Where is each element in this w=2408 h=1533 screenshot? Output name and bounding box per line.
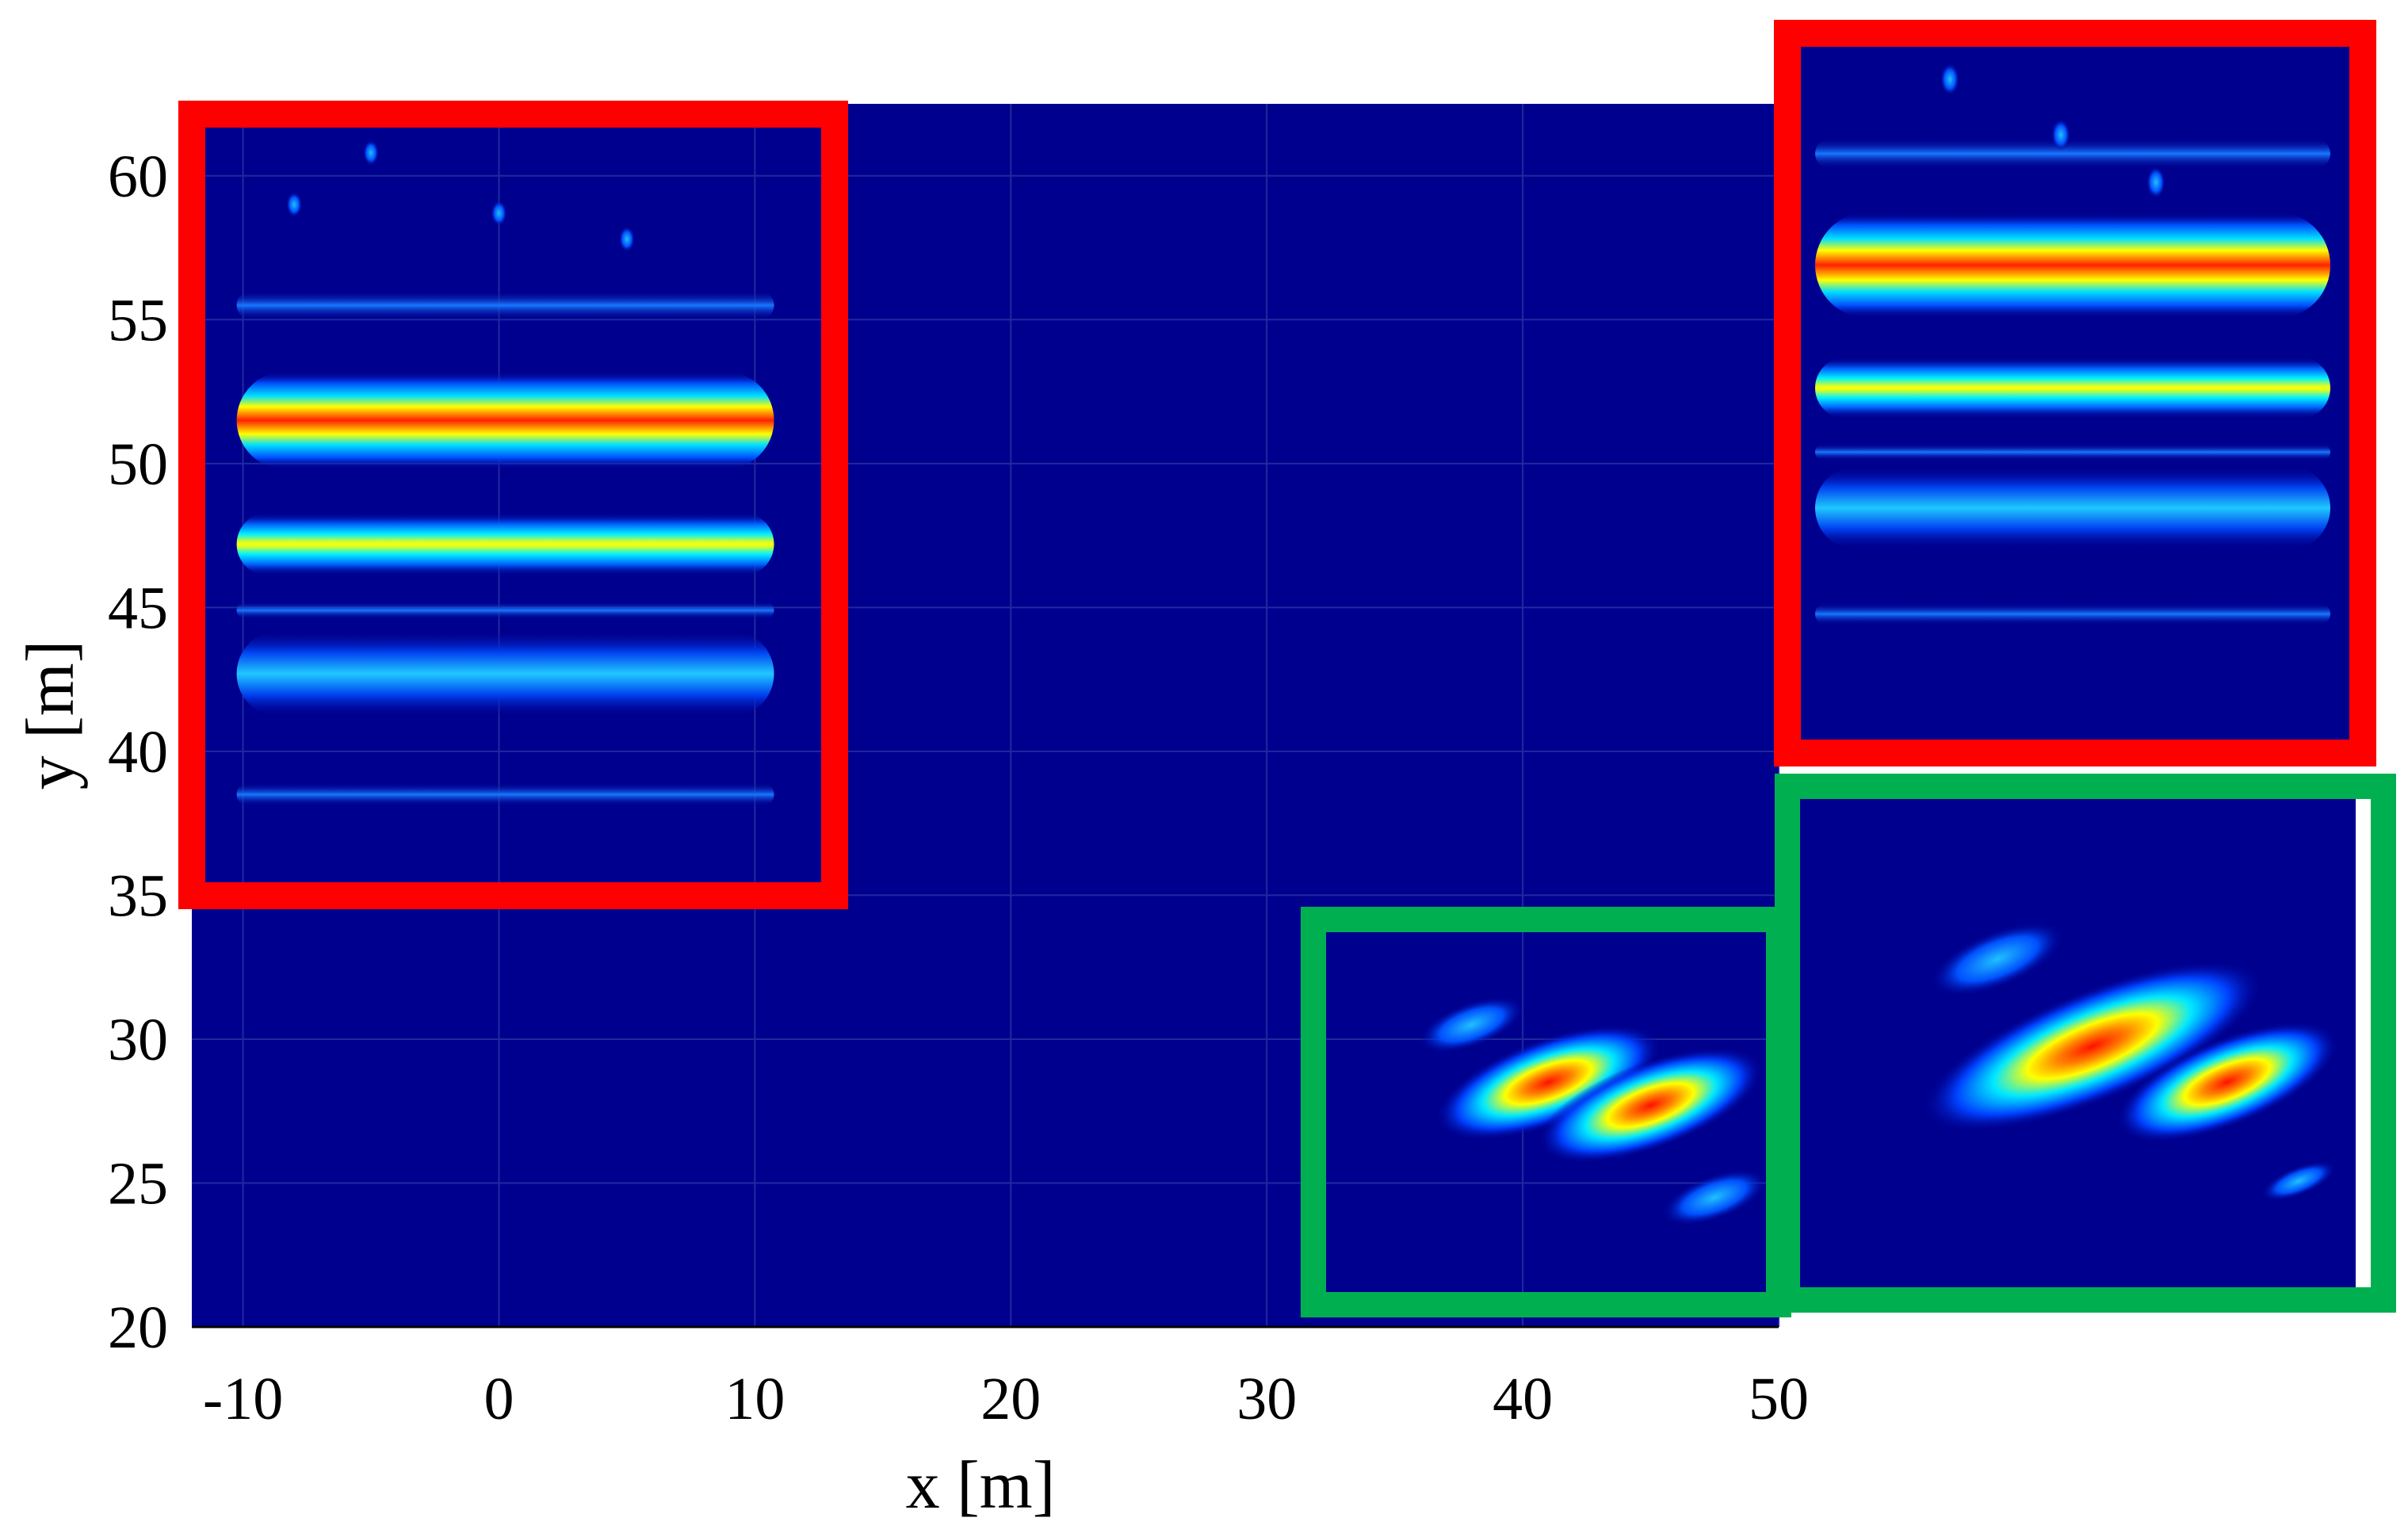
y-tick-label: 35	[108, 862, 168, 929]
x-tick-label: 10	[724, 1366, 785, 1432]
vehicle-zoom-inset	[1780, 786, 2356, 1292]
echo-speckle	[286, 192, 303, 218]
building-region-frame	[178, 101, 848, 909]
echo-band	[236, 602, 774, 619]
y-tick-labels: 20 25 30 35 40 45 50 55 60	[108, 143, 168, 1361]
echo-speckle	[1940, 63, 1959, 95]
echo-speckle	[491, 200, 507, 226]
echo-blob	[1661, 1169, 1768, 1226]
y-tick-label: 60	[108, 143, 168, 210]
echo-speckle	[363, 140, 380, 166]
x-tick-label: 40	[1493, 1366, 1553, 1432]
echo-band	[236, 630, 774, 717]
x-tick-label: 50	[1749, 1366, 1809, 1432]
echo-band	[236, 782, 774, 806]
echo-band	[1815, 466, 2330, 550]
building-echo-heatmap	[236, 140, 774, 806]
plot-area	[192, 104, 1779, 1328]
echo-band	[236, 371, 774, 470]
echo-band	[1815, 443, 2330, 461]
y-tick-label: 30	[108, 1007, 168, 1073]
y-tick-label: 25	[108, 1150, 168, 1217]
echo-blob	[1419, 996, 1524, 1053]
echo-band	[236, 512, 774, 576]
echo-blob	[1930, 922, 2065, 996]
vehicle-inset-frame	[1775, 774, 2396, 1313]
building-zoom-inset	[1780, 33, 2356, 753]
x-tick-label: 0	[484, 1366, 514, 1432]
echo-blob	[2261, 1160, 2336, 1202]
echo-speckle	[2146, 166, 2165, 198]
x-tick-label: 20	[980, 1366, 1041, 1432]
echo-band	[1815, 357, 2330, 419]
y-tick-label: 20	[108, 1294, 168, 1361]
y-tick-label: 40	[108, 719, 168, 786]
echo-band	[1815, 138, 2330, 170]
y-tick-label: 50	[108, 431, 168, 498]
vehicle-echo-zoomed	[1922, 922, 2339, 1202]
echo-blob	[1922, 961, 2263, 1132]
echo-speckle	[618, 226, 635, 252]
echo-speckle	[2051, 119, 2070, 151]
echo-blob	[2116, 1022, 2339, 1142]
y-tick-label: 45	[108, 575, 168, 641]
x-tick-label: 30	[1236, 1366, 1297, 1432]
x-tick-labels: -10 0 10 20 30 40 50	[203, 1366, 1809, 1432]
echo-band	[236, 290, 774, 320]
y-axis-label: y [m]	[12, 640, 88, 790]
echo-blob	[1538, 1047, 1764, 1164]
vehicle-echo-heatmap	[1419, 996, 1768, 1226]
building-inset-frame	[1774, 20, 2376, 766]
x-axis-label: x [m]	[906, 1447, 1056, 1523]
highlight-frames	[178, 20, 2396, 1317]
echo-band	[1815, 212, 2330, 319]
building-echo-zoomed	[1815, 63, 2330, 625]
y-tick-label: 55	[108, 287, 168, 354]
echo-blob	[1435, 1024, 1661, 1141]
x-tick-label: -10	[203, 1366, 283, 1432]
echo-band	[1815, 602, 2330, 625]
